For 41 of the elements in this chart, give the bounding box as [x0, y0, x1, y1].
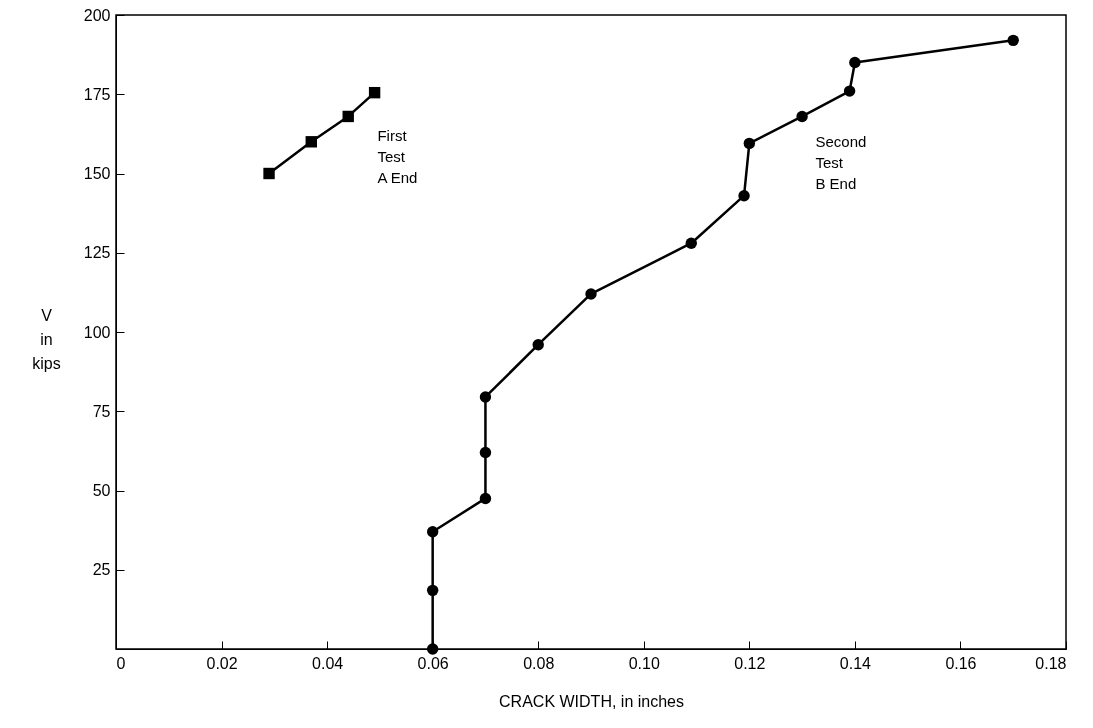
x-tick-label: 0.16 — [945, 654, 977, 672]
annotation: First Test A End — [377, 127, 418, 187]
x-tick-label: 0.08 — [523, 654, 555, 672]
x-tick-label: 0.12 — [734, 654, 766, 672]
point — [426, 643, 439, 655]
point — [426, 526, 439, 538]
point — [532, 338, 544, 351]
x-tick-label: 0.18 — [1035, 654, 1067, 672]
point — [342, 110, 354, 123]
point — [843, 85, 856, 97]
point — [743, 137, 756, 150]
point — [305, 136, 317, 148]
point — [585, 288, 597, 300]
x-tick-label: 0.02 — [206, 654, 238, 672]
y-tick-label: 75 — [92, 402, 111, 420]
point — [368, 86, 381, 99]
y-tick-label: 150 — [83, 165, 111, 182]
point — [479, 391, 492, 403]
y-tick-label: 50 — [92, 482, 111, 499]
point — [263, 167, 275, 180]
point — [738, 190, 750, 202]
point — [479, 446, 492, 459]
y-tick-label: 100 — [83, 323, 111, 341]
point — [426, 584, 439, 597]
point — [479, 492, 492, 505]
x-tick-label: 0.06 — [417, 654, 449, 672]
y-tick-label: 25 — [92, 561, 111, 579]
y-tick-label: 200 — [83, 6, 111, 24]
y-axis-title: V in kips — [32, 306, 61, 372]
x-tick-label: 0.04 — [312, 654, 344, 672]
x-tick-label: 0 — [116, 654, 126, 672]
y-tick-label: 175 — [83, 85, 111, 103]
x-axis-title: CRACK WIDTH, in inches — [499, 692, 684, 710]
point — [685, 237, 697, 249]
x-tick-label: 0.14 — [839, 654, 872, 672]
x-tick-label: 0.10 — [628, 654, 660, 672]
annotation: Second Test B End — [815, 133, 867, 193]
point — [796, 110, 808, 123]
point — [1007, 34, 1019, 47]
y-tick-label: 125 — [83, 244, 111, 262]
point — [849, 56, 861, 69]
